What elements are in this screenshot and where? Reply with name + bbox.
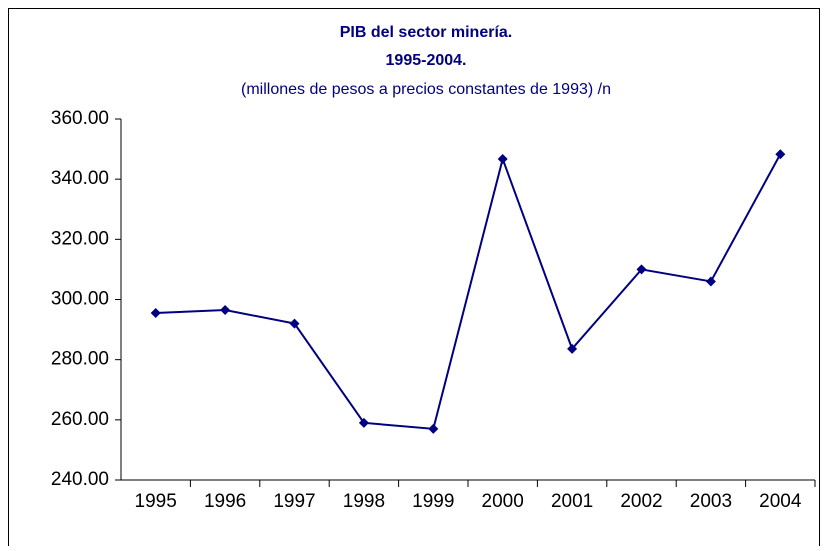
marker [428,423,439,434]
y-tick-label: 260.00 [51,409,109,430]
chart-border [8,8,820,551]
line [155,153,782,430]
x-tick-label: 1996 [204,491,246,512]
y-tick-label: 240.00 [51,469,109,490]
y-tick-label: 280.00 [51,349,109,370]
x-tick-label: 2004 [759,491,802,512]
chart-note: (millones de pesos a precios constantes … [241,81,611,98]
marker [636,264,647,275]
marker [775,149,786,160]
marker [497,154,508,165]
x-tick-label: 2001 [551,491,593,512]
marker [567,343,578,354]
marker [220,305,231,316]
x-tick-label: 1997 [273,491,315,512]
y-tick-label: 340.00 [51,168,109,189]
x-tick-label: 1998 [343,491,385,512]
chart-title: PIB del sector minería. [340,24,513,41]
marker [289,318,300,329]
x-tick-label: 2002 [620,491,662,512]
marker [705,276,716,287]
chart-subtitle: 1995-2004. [386,52,467,69]
x-tick-label: 1995 [135,491,177,512]
y-tick-label: 360.00 [51,108,109,129]
marker [358,417,369,428]
x-tick-label: 2000 [482,491,524,512]
y-tick-label: 300.00 [51,289,109,310]
y-tick-label: 320.00 [51,228,109,249]
x-tick-label: 2003 [690,491,732,512]
x-tick-label: 1999 [412,491,454,512]
marker [150,308,161,319]
